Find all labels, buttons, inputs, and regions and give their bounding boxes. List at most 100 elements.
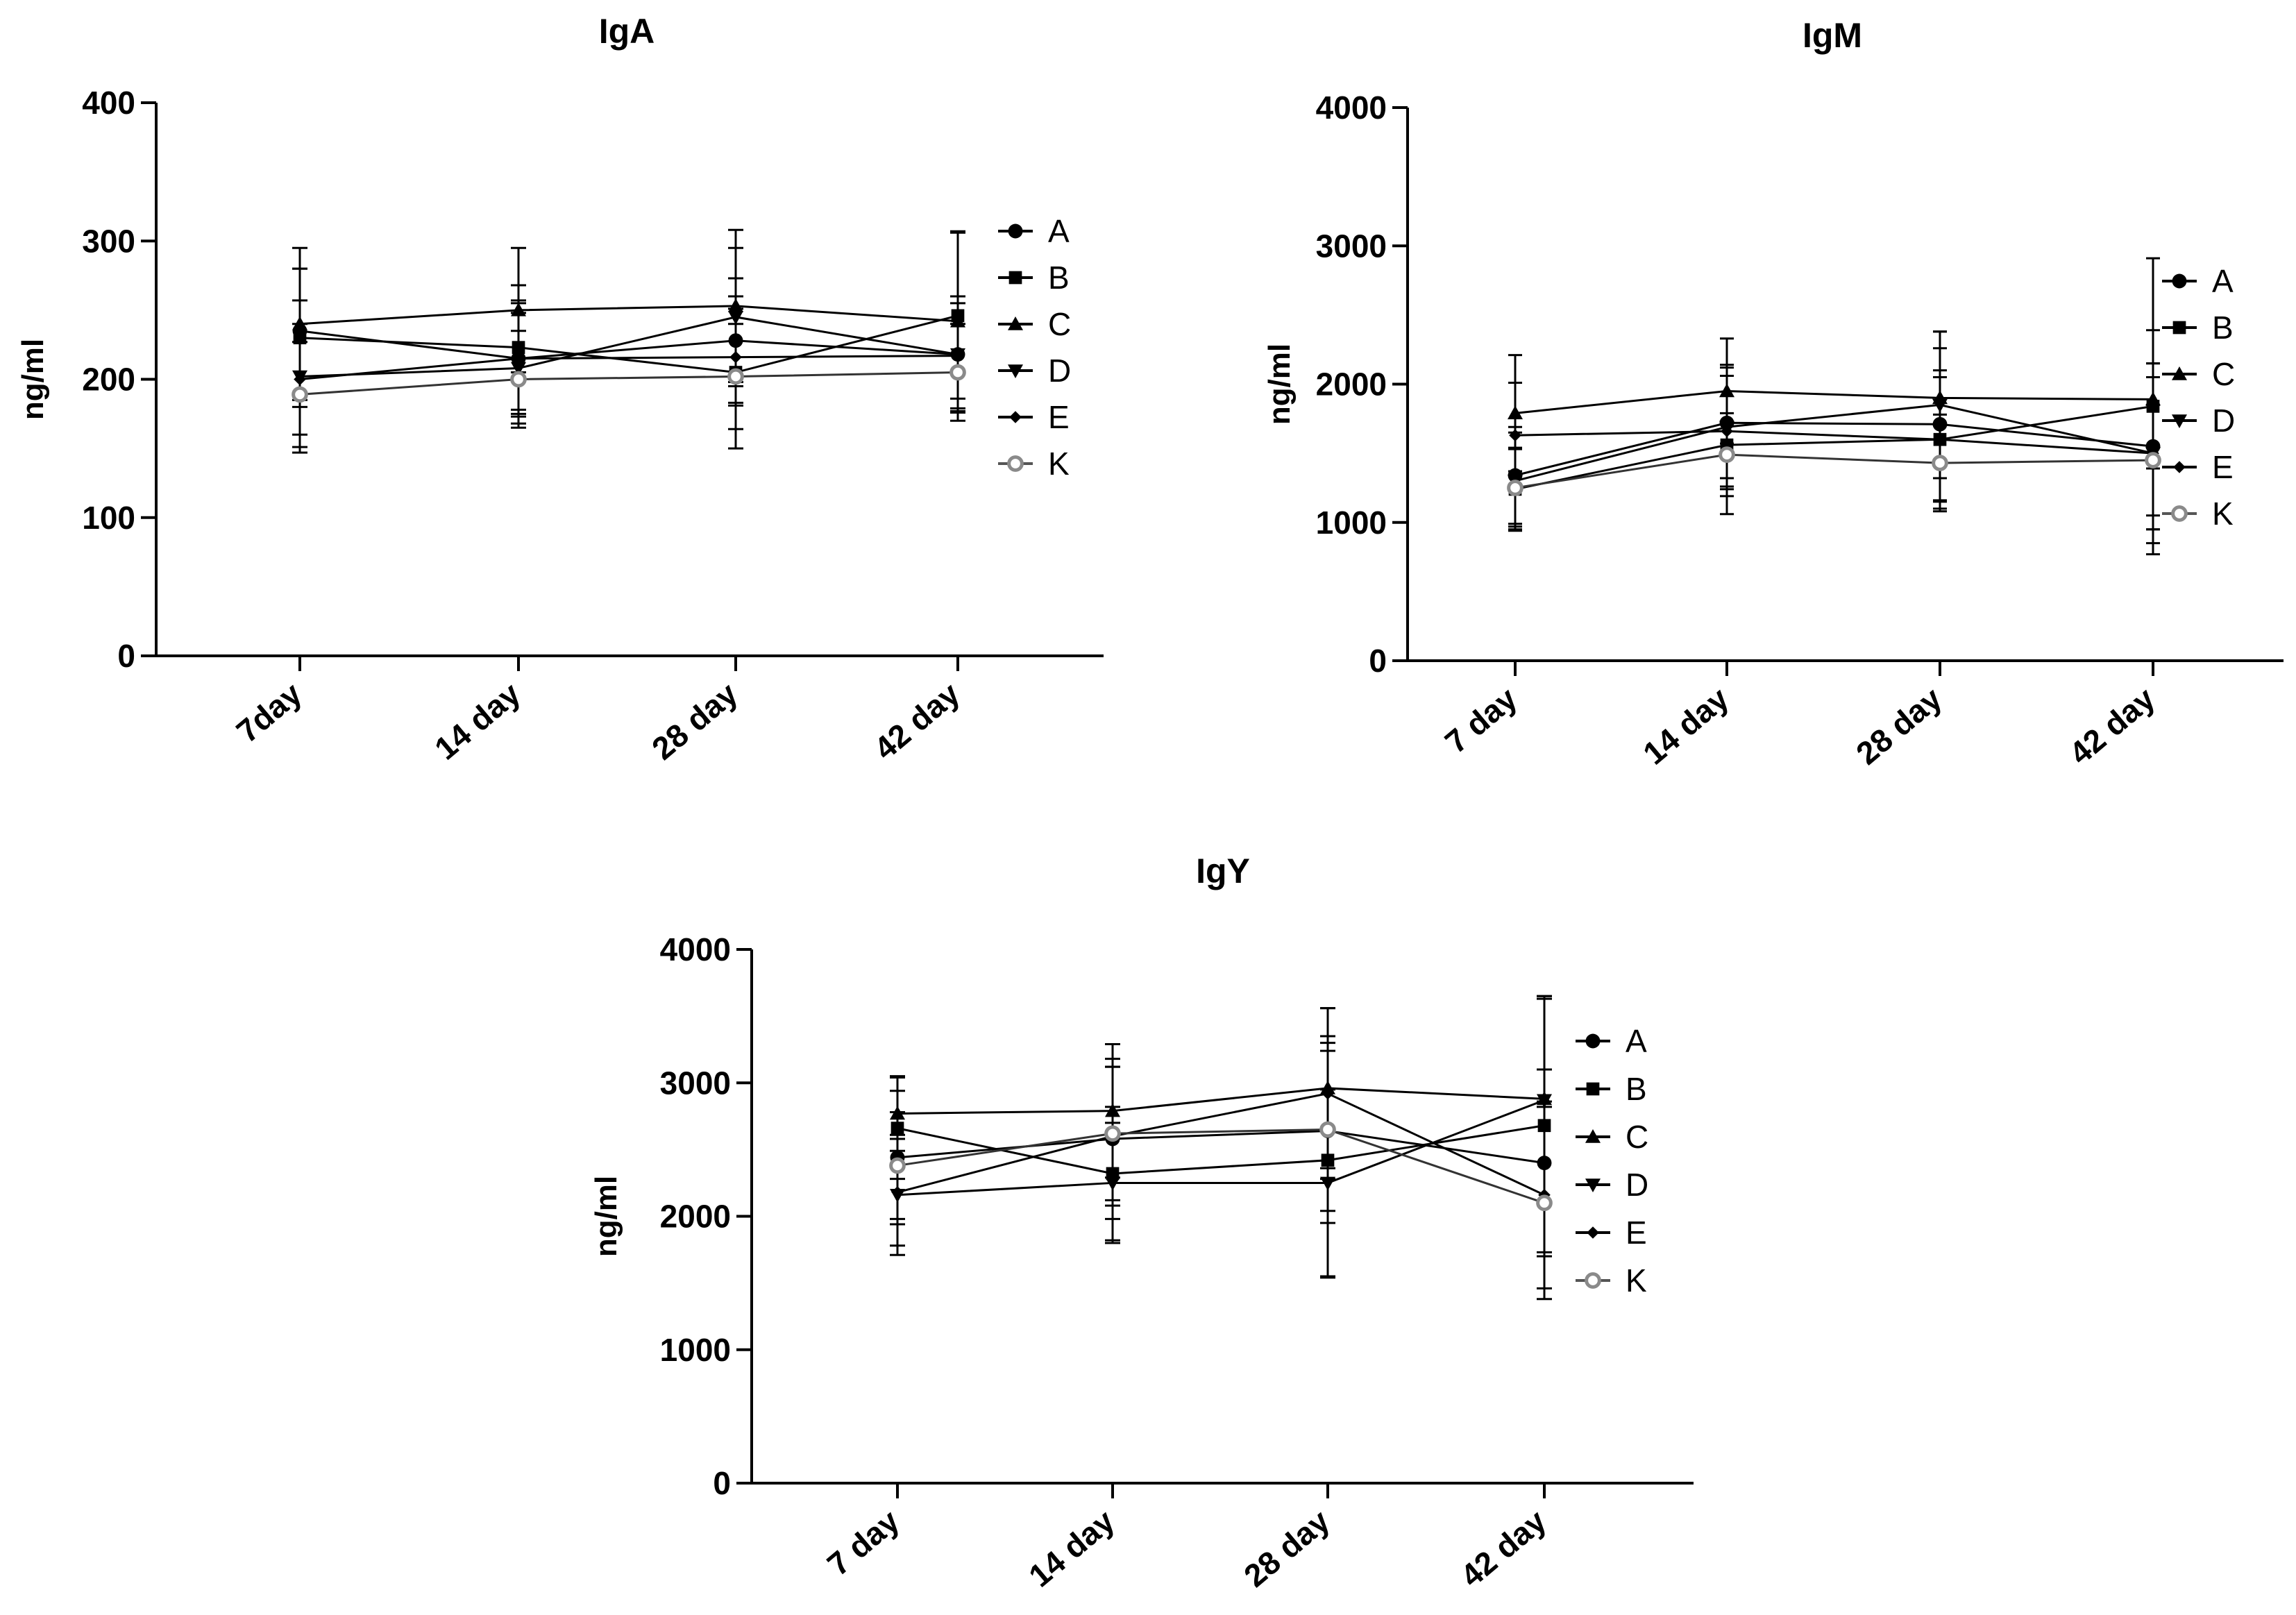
legend-marker-e — [1587, 1226, 1599, 1239]
x-tick-label: 42 day — [1453, 1503, 1553, 1594]
chart-title: IgY — [1196, 852, 1250, 890]
chart-panel-igy: IgY 0 1000 2000 3000 4000 ng/ml 7 day 14 day 28 d… — [589, 852, 1694, 1594]
legend-label: E — [1048, 399, 1070, 435]
legend-marker-k — [1585, 1272, 1601, 1289]
legend-item-k: K — [2162, 496, 2234, 532]
series-line — [1514, 430, 2154, 455]
series-B — [292, 231, 965, 450]
series-line — [299, 371, 959, 396]
legend-item-e: E — [2162, 449, 2234, 485]
x-tick-label: 14 day — [1022, 1503, 1121, 1594]
series-line — [897, 1128, 1545, 1204]
series-line — [897, 1087, 1545, 1115]
x-tick-label: 42 day — [2062, 680, 2161, 772]
legend-item-d: D — [998, 353, 1071, 389]
data-point-e — [1509, 429, 1521, 442]
series-line — [1514, 389, 2154, 414]
data-point-k — [2145, 452, 2161, 468]
legend-marker-e — [2173, 461, 2186, 473]
legend-label: A — [1048, 213, 1070, 249]
legend-item-k: K — [998, 446, 1070, 482]
x-tick-label: 7 day — [820, 1503, 906, 1583]
legend-marker-d — [2172, 414, 2187, 428]
series-C — [1508, 329, 2161, 473]
legend-item-b: B — [998, 260, 1070, 296]
data-point-k — [1104, 1125, 1121, 1142]
legend-label: K — [1626, 1262, 1647, 1299]
series-B — [1508, 257, 2160, 556]
y-axis-title: ng/ml — [589, 1176, 623, 1257]
x-tick-label: 7 day — [1438, 680, 1524, 761]
series-K — [889, 1035, 1553, 1301]
y-tick-label: 0 — [713, 1465, 731, 1501]
legend-label: D — [2212, 403, 2235, 439]
data-point-k — [949, 364, 966, 381]
y-tick-label: 0 — [1369, 643, 1387, 679]
legend-item-d: D — [2162, 403, 2235, 439]
y-tick-label: 0 — [117, 638, 135, 674]
y-tick-label: 100 — [82, 500, 135, 536]
series-C — [292, 228, 965, 412]
legend-item-k: K — [1576, 1262, 1647, 1299]
legend-label: B — [1048, 260, 1070, 296]
series-line — [1514, 453, 2154, 489]
x-tick-label: 28 day — [1237, 1503, 1336, 1594]
series-A — [1508, 347, 2161, 531]
y-tick-label: 1000 — [1316, 505, 1387, 541]
legend-label: E — [1626, 1215, 1647, 1251]
data-point-k — [1319, 1121, 1336, 1138]
x-tick-label: 42 day — [867, 675, 966, 767]
legend-item-c: C — [998, 306, 1071, 342]
data-point-k — [292, 386, 308, 403]
legend-marker-c — [2172, 366, 2187, 380]
legend-label: E — [2212, 449, 2234, 485]
data-point-k — [1507, 480, 1523, 496]
series-K — [1507, 403, 2161, 528]
legend-marker-c — [1585, 1129, 1601, 1143]
y-tick-label: 3000 — [1316, 228, 1387, 264]
series-line — [299, 316, 959, 378]
y-tick-label: 2000 — [1316, 366, 1387, 403]
y-axis-title: ng/ml — [16, 339, 50, 420]
legend-marker-e — [1009, 411, 1022, 423]
legend-item-d: D — [1576, 1167, 1648, 1203]
legend-label: D — [1626, 1167, 1648, 1203]
series-line — [299, 314, 959, 374]
legend-label: A — [1626, 1023, 1647, 1059]
legend-label: K — [1048, 446, 1070, 482]
data-point-k — [727, 368, 744, 385]
data-point-k — [1719, 446, 1735, 463]
legend-marker-k — [1007, 455, 1024, 472]
data-point-k — [510, 371, 527, 388]
y-tick-label: 4000 — [1316, 90, 1387, 126]
y-tick-label: 400 — [82, 85, 135, 121]
series-E — [292, 299, 965, 436]
x-tick-label: 14 day — [1636, 680, 1735, 772]
legend-item-a: A — [1576, 1023, 1647, 1059]
legend-item-b: B — [1576, 1071, 1647, 1107]
legend-item-b: B — [2162, 310, 2234, 346]
legend-item-a: A — [2162, 263, 2234, 299]
legend-item-c: C — [2162, 356, 2235, 392]
legend-marker-d — [1585, 1178, 1601, 1192]
legend-marker-d — [1008, 364, 1023, 378]
data-point-k — [1536, 1194, 1553, 1212]
legend-marker-b — [1586, 1082, 1600, 1096]
series-line — [1514, 403, 2154, 482]
chart-title: IgM — [1803, 16, 1862, 55]
x-tick-label: 28 day — [645, 675, 744, 767]
legend-label: B — [1626, 1071, 1647, 1107]
series-line — [1514, 405, 2154, 491]
series-line — [897, 1124, 1545, 1175]
series-line — [897, 1092, 1545, 1197]
series-B — [890, 997, 1552, 1279]
legend-marker-b — [1008, 271, 1022, 285]
y-tick-label: 4000 — [660, 931, 731, 967]
data-point-k — [1932, 455, 1948, 471]
series-line — [299, 330, 959, 360]
x-tick-label: 28 day — [1849, 680, 1948, 772]
legend-label: C — [2212, 356, 2235, 392]
